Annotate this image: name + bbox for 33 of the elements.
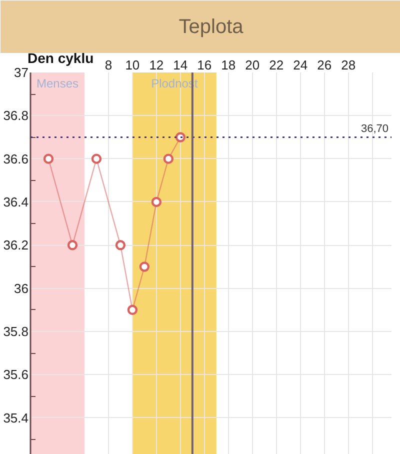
y-tick-label: 36.8 (3, 108, 29, 124)
point (115, 240, 126, 250)
x-tick-label: 16 (197, 58, 212, 72)
x-tick-label: 24 (293, 58, 308, 72)
y-tick-label: 36 (14, 280, 29, 296)
x-tick-label: 28 (341, 58, 356, 72)
chart-title: Teplota (178, 16, 244, 38)
point (43, 154, 54, 164)
y-tick-label: 36.2 (3, 238, 29, 253)
y-tick-label: 35.8 (3, 324, 29, 339)
band-label: Menses (36, 76, 79, 90)
point (175, 132, 186, 142)
point (67, 240, 78, 250)
y-tick-label: 35.4 (3, 410, 29, 426)
y-tick-label: 37 (14, 65, 29, 80)
x-axis-title: Den cyklu (28, 50, 94, 66)
y-tick-label: 36.4 (3, 194, 29, 210)
x-tick-label: 26 (317, 58, 332, 72)
x-tick-label: 8 (104, 58, 112, 72)
point (91, 154, 102, 164)
x-tick-label: 14 (173, 58, 188, 72)
point (127, 304, 138, 315)
x-tick-label: 10 (125, 58, 140, 72)
x-tick-label: 18 (221, 58, 236, 72)
ref-line-label: 36,70 (360, 123, 389, 136)
y-tick-label: 35.6 (3, 367, 29, 382)
x-tick-label: 12 (149, 58, 164, 72)
point (163, 154, 174, 164)
x-tick-label: 20 (245, 58, 260, 72)
y-tick-label: 36.6 (3, 151, 29, 166)
point (139, 262, 150, 272)
x-tick-label: 22 (269, 58, 284, 72)
point (151, 196, 162, 208)
